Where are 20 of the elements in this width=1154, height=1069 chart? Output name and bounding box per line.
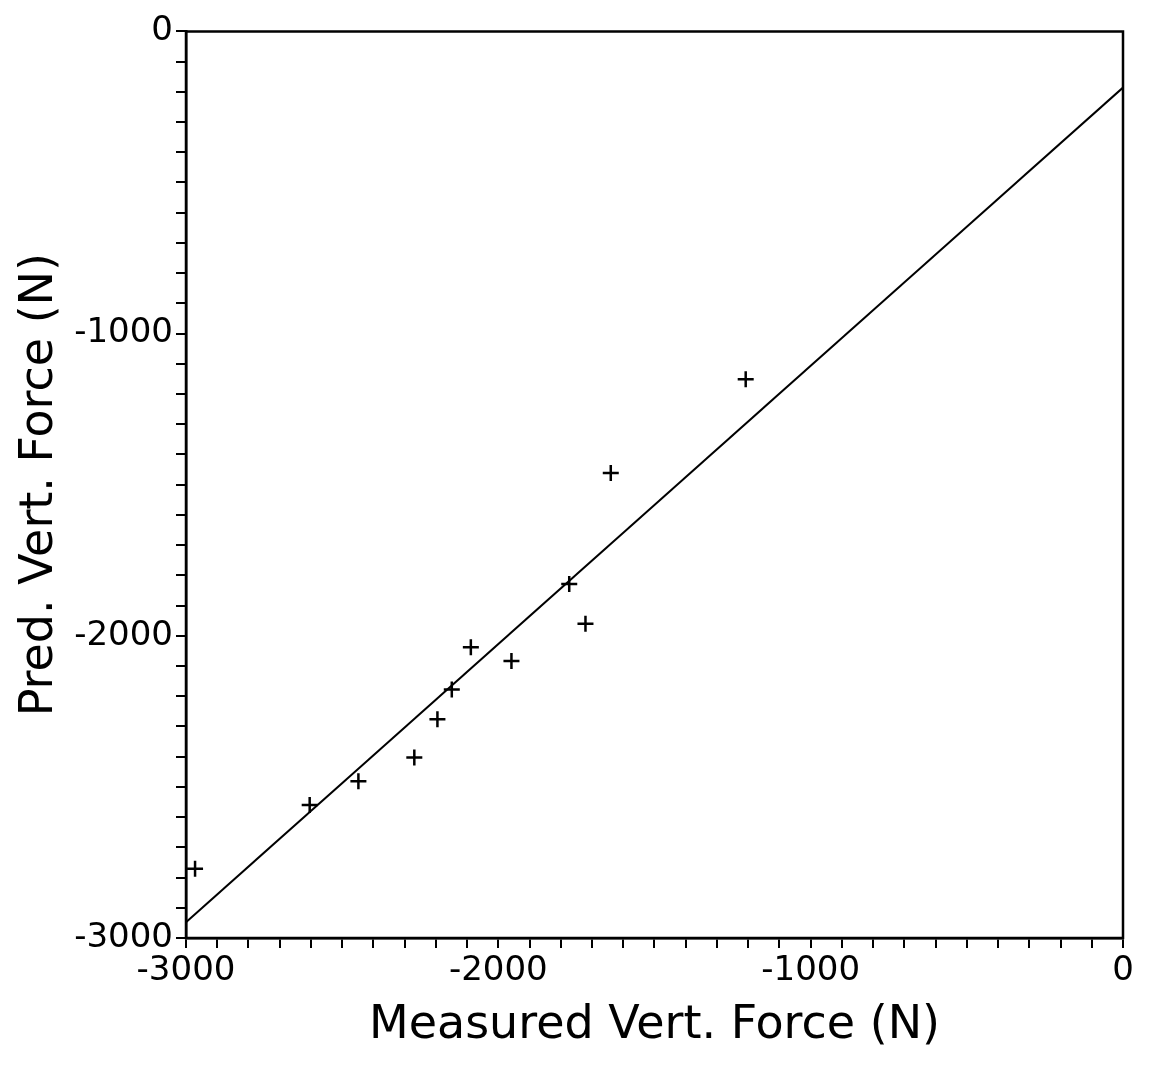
point: [300, 795, 319, 815]
x-axis-title: Measured Vert. Force (N): [368, 995, 941, 1050]
point: [186, 859, 205, 879]
point: [559, 574, 579, 594]
point: [502, 651, 521, 671]
y-axis-title: Pred. Vert. Force (N): [8, 253, 63, 717]
x-tick-label: -1000: [761, 948, 861, 989]
x-tick-label: 0: [1112, 948, 1134, 989]
point: [601, 463, 621, 483]
point: [442, 680, 462, 699]
point: [576, 614, 595, 633]
point: [736, 369, 755, 389]
x-tick-label: -2000: [448, 948, 548, 989]
y-tick-label: 0: [151, 8, 173, 49]
y-tick-label: -1000: [74, 310, 173, 351]
point: [461, 638, 481, 657]
point: [428, 709, 447, 729]
y-tick-label: -2000: [74, 612, 173, 653]
point: [349, 771, 368, 791]
point: [405, 748, 424, 767]
